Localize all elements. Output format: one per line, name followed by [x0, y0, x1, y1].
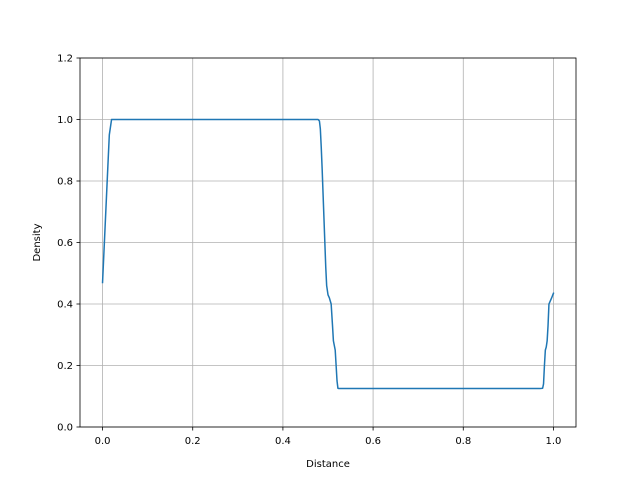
- x-tick-label: 1.0: [546, 436, 562, 447]
- x-tick-label: 0.2: [185, 436, 201, 447]
- y-tick-label: 1.2: [57, 54, 73, 65]
- y-tick-label: 0.0: [57, 423, 73, 434]
- x-tick-label: 0.4: [275, 436, 291, 447]
- y-tick-label: 0.8: [57, 177, 73, 188]
- y-tick-label: 1.0: [57, 115, 73, 126]
- x-axis: 0.0 0.2 0.4 0.6 0.8 1.0: [95, 427, 562, 447]
- y-tick-label: 0.6: [57, 238, 73, 249]
- y-axis: 0.0 0.2 0.4 0.6 0.8 1.0 1.2: [57, 54, 80, 434]
- x-tick-label: 0.0: [95, 436, 111, 447]
- x-axis-label: Distance: [306, 459, 350, 470]
- y-axis-label: Density: [32, 223, 43, 261]
- y-tick-label: 0.4: [57, 300, 73, 311]
- x-tick-label: 0.6: [365, 436, 381, 447]
- y-tick-label: 0.2: [57, 361, 73, 372]
- x-tick-label: 0.8: [455, 436, 471, 447]
- series-layer: [101, 118, 555, 390]
- series-line-0: [101, 118, 555, 390]
